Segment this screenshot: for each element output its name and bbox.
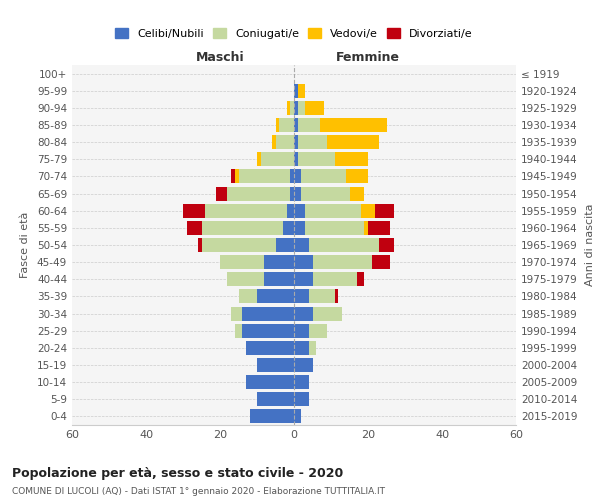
Bar (309, 238, 379, 252)
Bar (313, 255, 372, 269)
Bar (187, 221, 202, 235)
Bar (298, 101, 305, 115)
Bar (294, 410, 301, 424)
Bar (294, 118, 298, 132)
Bar (242, 324, 294, 338)
Bar (257, 152, 260, 166)
Bar (364, 221, 368, 235)
Bar (231, 170, 235, 183)
Bar (372, 255, 390, 269)
Y-axis label: Fasce di età: Fasce di età (20, 212, 30, 278)
Bar (290, 101, 294, 115)
Bar (275, 238, 294, 252)
Bar (250, 410, 294, 424)
Bar (257, 392, 294, 406)
Bar (246, 375, 294, 389)
Bar (294, 135, 298, 149)
Bar (335, 290, 338, 304)
Bar (301, 186, 349, 200)
Bar (202, 221, 283, 235)
Bar (294, 101, 298, 115)
Bar (294, 290, 309, 304)
Bar (260, 152, 294, 166)
Bar (335, 152, 368, 166)
Bar (368, 221, 390, 235)
Bar (275, 135, 294, 149)
Bar (198, 238, 202, 252)
Bar (242, 306, 294, 320)
Y-axis label: Anni di nascita: Anni di nascita (584, 204, 595, 286)
Bar (294, 238, 309, 252)
Bar (294, 255, 313, 269)
Bar (294, 341, 309, 355)
Bar (227, 272, 265, 286)
Bar (205, 204, 287, 218)
Bar (294, 324, 309, 338)
Text: COMUNE DI LUCOLI (AQ) - Dati ISTAT 1° gennaio 2020 - Elaborazione TUTTITALIA.IT: COMUNE DI LUCOLI (AQ) - Dati ISTAT 1° ge… (12, 488, 385, 496)
Bar (183, 204, 205, 218)
Bar (301, 170, 346, 183)
Bar (294, 204, 305, 218)
Bar (294, 170, 301, 183)
Bar (239, 170, 290, 183)
Text: Femmine: Femmine (336, 51, 400, 64)
Bar (239, 290, 257, 304)
Bar (283, 221, 294, 235)
Bar (305, 101, 323, 115)
Bar (227, 186, 290, 200)
Bar (290, 170, 294, 183)
Bar (294, 272, 313, 286)
Bar (265, 272, 294, 286)
Bar (257, 290, 294, 304)
Bar (357, 272, 364, 286)
Bar (320, 118, 386, 132)
Bar (217, 186, 227, 200)
Bar (275, 118, 279, 132)
Bar (305, 204, 361, 218)
Bar (235, 170, 239, 183)
Bar (294, 186, 301, 200)
Bar (287, 101, 290, 115)
Bar (309, 324, 328, 338)
Bar (294, 392, 309, 406)
Bar (294, 358, 313, 372)
Bar (294, 221, 305, 235)
Bar (349, 186, 364, 200)
Bar (294, 84, 298, 98)
Bar (305, 221, 364, 235)
Text: Maschi: Maschi (196, 51, 244, 64)
Bar (287, 204, 294, 218)
Bar (298, 118, 320, 132)
Bar (279, 118, 294, 132)
Bar (290, 186, 294, 200)
Bar (309, 341, 316, 355)
Bar (231, 306, 242, 320)
Bar (272, 135, 275, 149)
Bar (235, 324, 242, 338)
Legend: Celibi/Nubili, Coniugati/e, Vedovi/e, Divorziati/e: Celibi/Nubili, Coniugati/e, Vedovi/e, Di… (111, 24, 477, 44)
Bar (346, 170, 368, 183)
Bar (309, 290, 335, 304)
Bar (220, 255, 265, 269)
Bar (294, 306, 313, 320)
Bar (361, 204, 376, 218)
Bar (328, 135, 379, 149)
Bar (313, 272, 357, 286)
Bar (298, 152, 335, 166)
Bar (376, 204, 394, 218)
Bar (298, 84, 305, 98)
Bar (246, 341, 294, 355)
Bar (294, 152, 298, 166)
Bar (257, 358, 294, 372)
Bar (298, 135, 328, 149)
Bar (313, 306, 342, 320)
Text: Popolazione per età, sesso e stato civile - 2020: Popolazione per età, sesso e stato civil… (12, 468, 343, 480)
Bar (265, 255, 294, 269)
Bar (202, 238, 275, 252)
Bar (294, 375, 309, 389)
Bar (379, 238, 394, 252)
